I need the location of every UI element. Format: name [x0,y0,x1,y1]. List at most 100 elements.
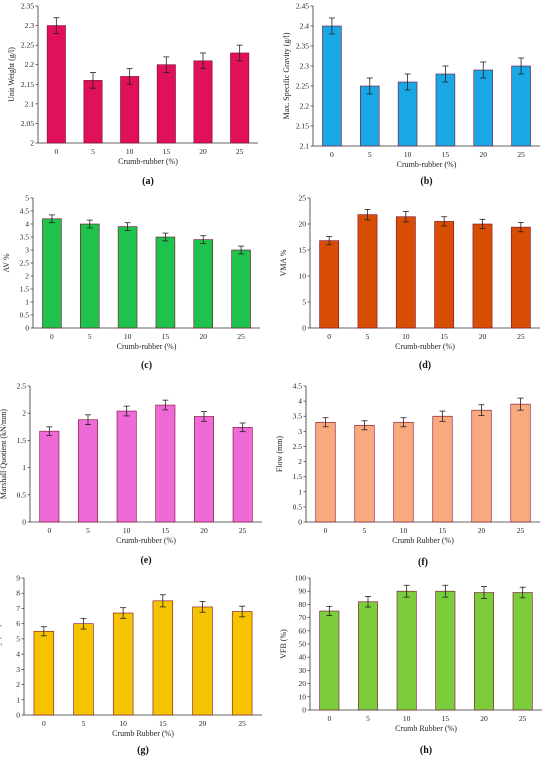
y-tick-label: 2.45 [296,2,309,11]
x-axis-title: Crumb-rubber (%) [395,342,455,351]
x-tick-label: 0 [47,526,51,535]
y-tick-label: 1.5 [17,436,27,445]
y-tick-label: 5 [25,194,29,203]
y-tick-label: 2.3 [300,62,310,71]
y-tick-label: 4 [298,397,302,406]
y-tick-label: 30 [299,666,307,675]
y-tick-label: 3 [25,246,29,255]
bar-25 [231,611,253,716]
y-tick-label: 15 [299,246,307,255]
bar-15 [435,590,456,711]
chart-panel-f: 0 0.5 1 1.5 2 2.5 3 3.5 4 4.5 0 5 10 15 20 25 Crumb Rubb… [275,382,540,568]
x-tick-label: 25 [519,714,527,723]
y-tick-label: 4.5 [293,382,303,391]
y-tick-label: 2 [298,457,302,466]
y-tick-label: 3.5 [20,233,30,242]
y-tick-label: 1 [16,695,20,704]
x-axis-title: Crumb Rubber (%) [395,724,457,733]
y-tick-label: 25 [299,194,307,203]
bar-5 [78,419,98,523]
y-tick-label: 4 [16,650,20,659]
x-tick-label: 10 [124,332,132,341]
x-tick-label: 10 [126,147,134,156]
bar-20 [192,606,213,716]
bar-0 [42,218,62,329]
y-tick-label: 2.15 [21,80,34,89]
bar-10 [395,216,416,329]
y-tick-label: 100 [295,574,307,583]
bar-25 [231,249,251,329]
x-tick-label: 15 [163,147,171,156]
bar-25 [510,403,531,523]
y-tick-label: 40 [299,653,307,662]
bar-15 [435,73,456,147]
panel-label: (e) [140,555,151,566]
x-tick-label: 15 [162,526,170,535]
x-tick-label: 10 [123,526,131,535]
x-tick-label: 0 [54,147,58,156]
x-tick-label: 25 [237,332,245,341]
bar-25 [511,65,531,147]
chart-panel-d: 0 5 10 15 20 25 0 5 10 15 20 25 Crumb-rubber (%) VMA … [279,194,540,371]
panel-label: (b) [420,176,432,187]
chart-panel-c: 0 0.5 1 1.5 2 2.5 3 3.5 4 4.5 5 0 5 10 15 20 25 Crumb-rub… [2,194,260,371]
y-tick-label: 2.05 [21,119,34,128]
bar-5 [354,424,375,523]
y-tick-label: 1.5 [20,285,30,294]
x-tick-label: 25 [517,526,525,535]
y-axis-title: VFB (%) [279,629,288,659]
y-axis-title: AV % [2,253,11,272]
y-tick-label: 1.5 [293,472,303,481]
y-tick-label: 80 [299,600,307,609]
y-axis-title: VMA % [279,249,288,276]
chart-panel-h: 0 10 20 30 40 50 60 70 80 90 100 0 5 10 15 20 25 Crumb Ru… [279,574,542,756]
bar-10 [396,590,417,711]
y-tick-label: 2 [16,680,20,689]
y-tick-label: 2.35 [296,42,309,51]
x-tick-label: 0 [50,332,54,341]
bar-20 [194,416,214,523]
y-tick-label: 2.5 [20,259,30,268]
x-tick-label: 15 [442,150,450,159]
y-tick-label: 10 [299,692,307,701]
y-tick-label: 5 [16,634,20,643]
panel-label: (c) [141,360,152,371]
panel-label: (g) [137,745,149,756]
y-tick-label: 2.25 [21,41,34,50]
x-tick-label: 20 [480,150,488,159]
y-tick-label: 10 [299,272,307,281]
y-tick-label: 4.5 [20,207,30,216]
x-axis-title: Crumb Rubber (%) [392,536,454,545]
y-tick-label: 2.1 [25,99,35,108]
y-tick-label: 2 [30,139,34,148]
y-tick-label: 2 [22,409,26,418]
x-tick-label: 20 [199,719,207,728]
y-tick-label: 1 [298,487,302,496]
y-tick-label: 2.1 [300,142,310,151]
bar-10 [120,76,140,144]
bar-20 [471,409,492,523]
x-tick-label: 25 [236,147,244,156]
bar-15 [152,600,174,716]
y-tick-label: 2.25 [296,82,309,91]
x-tick-label: 15 [440,332,448,341]
bar-25 [510,226,531,329]
panel-label: (f) [418,557,428,568]
x-tick-label: 5 [368,150,372,159]
bar-15 [432,415,453,523]
bar-25 [230,52,250,144]
x-tick-label: 0 [327,714,331,723]
bar-20 [193,239,214,329]
y-tick-label: 0.5 [20,311,30,320]
bar-15 [434,221,455,329]
y-tick-label: 0 [302,324,306,333]
x-axis-title: Crumb-rubber (%) [397,160,457,169]
y-tick-label: 2.3 [25,21,35,30]
panel-label: (h) [420,745,432,756]
bar-5 [357,214,378,329]
chart-panel-b: 2.1 2.15 2.2 2.25 2.3 2.35 2.4 2.45 0 5 10 15 20 25 Cr… [282,2,540,187]
bar-25 [232,427,253,523]
bar-10 [397,81,418,147]
x-tick-label: 0 [330,150,334,159]
x-tick-label: 15 [162,332,170,341]
